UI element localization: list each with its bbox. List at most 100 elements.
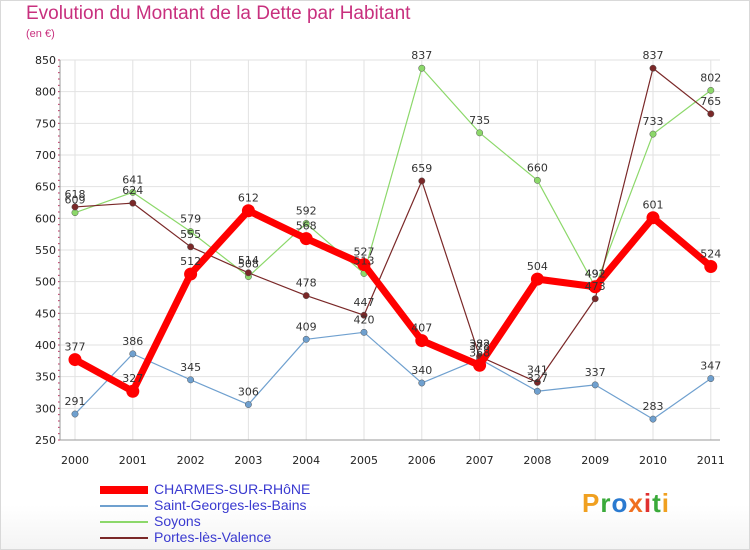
data-point [588, 280, 602, 294]
data-label: 386 [122, 335, 143, 348]
data-label: 306 [238, 386, 259, 399]
data-point [129, 199, 137, 207]
data-label: 618 [65, 188, 86, 201]
data-point [184, 267, 198, 281]
data-point [126, 384, 140, 398]
data-point [129, 350, 137, 358]
data-point [707, 110, 715, 118]
data-point [476, 129, 484, 137]
data-label: 327 [527, 372, 548, 385]
chart-title: Evolution du Montant de la Dette par Hab… [26, 3, 411, 24]
logo-letter: i [643, 488, 653, 518]
data-label: 291 [65, 395, 86, 408]
data-label: 347 [700, 360, 721, 373]
data-label: 512 [180, 255, 201, 268]
y-tick-label: 550 [35, 244, 56, 257]
data-label: 508 [238, 258, 259, 271]
data-label: 283 [643, 400, 664, 413]
data-label: 514 [238, 254, 259, 267]
y-tick-label: 300 [35, 402, 56, 415]
y-tick-label: 750 [35, 117, 56, 130]
data-label: 473 [585, 280, 606, 293]
legend-swatch [100, 505, 148, 507]
y-tick-label: 450 [35, 307, 56, 320]
logo-letter: x [628, 488, 644, 518]
data-label: 368 [469, 346, 490, 359]
legend-swatch [100, 537, 148, 539]
x-tick-label: 2004 [292, 454, 320, 467]
data-point [418, 177, 426, 185]
line-chart: 250 300 350 400 450 500 550 600 650 700 750 800 850 2… [35, 49, 725, 467]
data-point [187, 376, 195, 384]
data-label: 601 [643, 199, 664, 212]
y-tick-label: 850 [35, 54, 56, 67]
legend-label: Saint-Georges-les-Bains [154, 497, 307, 513]
logo-letter: r [600, 488, 612, 518]
legend-swatch [100, 521, 148, 523]
data-label: 735 [469, 114, 490, 127]
data-point [530, 272, 544, 286]
data-point [71, 410, 79, 418]
x-tick-label: 2009 [581, 454, 609, 467]
legend-label: Soyons [154, 513, 201, 529]
data-label: 341 [527, 363, 548, 376]
logo-letter: P [582, 488, 601, 518]
data-point [707, 375, 715, 383]
data-point [357, 258, 371, 272]
data-label: 340 [411, 364, 432, 377]
series-line-charmes-sur-rho-ne [73, 207, 714, 395]
data-point [241, 204, 255, 218]
x-tick-label: 2005 [350, 454, 378, 467]
x-tick-label: 2006 [408, 454, 436, 467]
x-tick-label: 2007 [466, 454, 494, 467]
grid [60, 59, 720, 441]
data-point [533, 176, 541, 184]
data-label: 733 [643, 115, 664, 128]
data-point [244, 269, 252, 277]
proxiti-logo: Proxiti [582, 488, 670, 519]
data-label: 527 [354, 246, 375, 259]
data-point [302, 219, 310, 227]
data-label: 504 [527, 260, 548, 273]
data-point [360, 311, 368, 319]
data-label: 568 [296, 220, 317, 233]
data-point [299, 232, 313, 246]
axes: 250 300 350 400 450 500 550 600 650 700 750 800 850 2… [35, 54, 725, 467]
data-label: 513 [354, 254, 375, 267]
data-point [68, 353, 82, 367]
y-tick-label: 600 [35, 212, 56, 225]
data-point [360, 328, 368, 336]
data-point [129, 188, 137, 196]
data-label: 592 [296, 204, 317, 217]
data-label: 641 [122, 173, 143, 186]
data-point [71, 209, 79, 217]
data-label: 624 [122, 184, 143, 197]
data-label: 837 [411, 49, 432, 62]
x-tick-label: 2011 [697, 454, 725, 467]
data-label: 492 [585, 268, 606, 281]
data-point [533, 378, 541, 386]
data-label: 337 [585, 366, 606, 379]
data-label: 609 [65, 194, 86, 207]
data-point [418, 379, 426, 387]
data-point [646, 211, 660, 225]
data-label: 478 [296, 277, 317, 290]
data-label: 524 [700, 247, 721, 260]
y-tick-label: 700 [35, 149, 56, 162]
legend-label: Portes-lès-Valence [154, 529, 272, 545]
data-label: 447 [354, 296, 375, 309]
y-tick-label: 800 [35, 86, 56, 99]
data-point [591, 295, 599, 303]
x-tick-label: 2002 [177, 454, 205, 467]
series-line-saint-georges-les-bains [74, 331, 712, 420]
data-point [533, 387, 541, 395]
data-label: 837 [643, 49, 664, 62]
data-point [71, 203, 79, 211]
y-tick-label: 350 [35, 371, 56, 384]
data-label: 492 [585, 268, 606, 281]
y-tick-label: 650 [35, 181, 56, 194]
data-label: 612 [238, 192, 259, 205]
x-tick-label: 2001 [119, 454, 147, 467]
logo-letter: o [611, 488, 629, 518]
